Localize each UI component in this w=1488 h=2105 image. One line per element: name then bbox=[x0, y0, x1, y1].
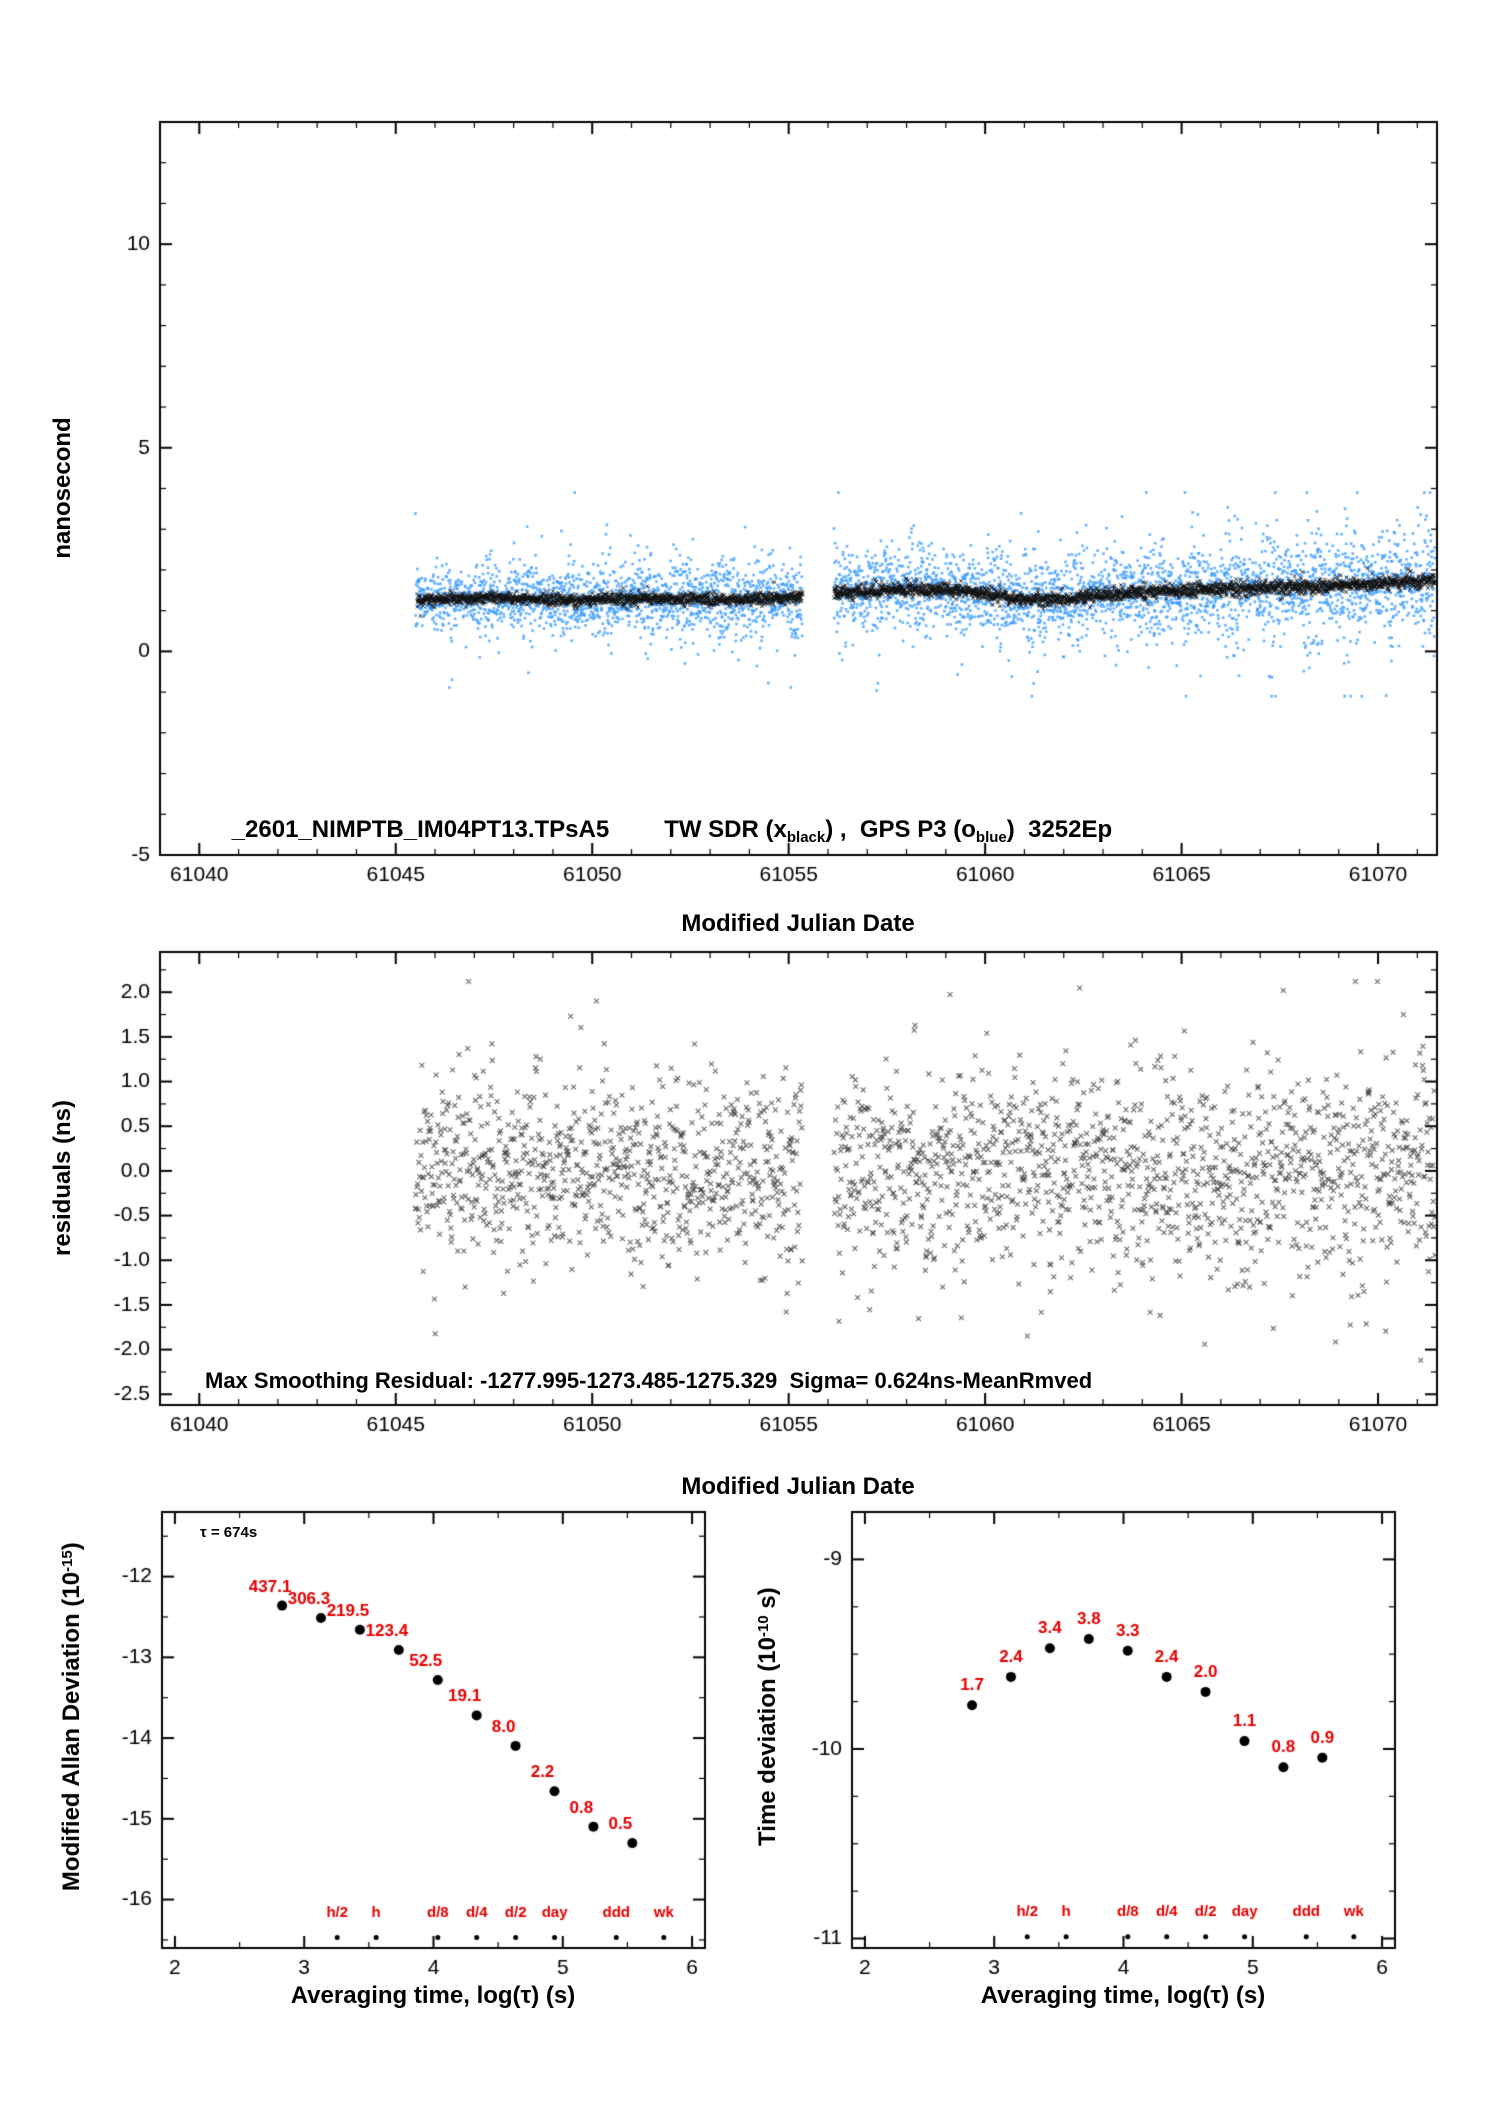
tdev-x-axis-label: Averaging time, log(τ) (s) bbox=[980, 1982, 1266, 2009]
middle-x-axis-label: Modified Julian Date bbox=[681, 1473, 915, 1500]
mdev-y-axis-label: Modified Allan Deviation (10-15) bbox=[30, 1542, 114, 1918]
epoch-count-text: ) 3252Ep bbox=[1006, 816, 1113, 843]
middle-y-axis-label: residuals (ns) bbox=[49, 1099, 76, 1257]
tdev-y-label-exponent: -10 bbox=[755, 1615, 772, 1638]
top-y-axis-label: nanosecond bbox=[49, 417, 76, 559]
mdev-y-label-text: Modified Allan Deviation (10 bbox=[58, 1571, 85, 1892]
gps-legend-subscript: blue bbox=[975, 829, 1007, 846]
residual-annotation: Max Smoothing Residual: -1277.995-1273.4… bbox=[205, 1368, 1093, 1393]
top-x-axis-label: Modified Julian Date bbox=[681, 910, 915, 937]
top-panel-title: _2601_NIMPTB_IM04PT13.TPsA5 TW SDR (xblac… bbox=[205, 788, 1112, 874]
dataset-id: _2601_NIMPTB_IM04PT13.TPsA5 bbox=[231, 816, 610, 843]
legend-separator-text: ) , GPS P3 (o bbox=[825, 816, 976, 843]
mdev-x-axis-label: Averaging time, log(τ) (s) bbox=[290, 1982, 576, 2009]
tw-legend-text: TW SDR (x bbox=[664, 816, 787, 843]
tau-annotation: τ = 674s bbox=[200, 1524, 258, 1541]
mdev-y-label-exponent: -15 bbox=[59, 1550, 76, 1572]
tdev-y-axis-label: Time deviation (10-10 s) bbox=[726, 1587, 810, 1872]
mdev-y-label-close: ) bbox=[58, 1542, 85, 1551]
tdev-y-label-text: Time deviation (10 bbox=[754, 1637, 781, 1846]
tw-legend-subscript: black bbox=[786, 829, 826, 846]
tdev-y-label-close: s) bbox=[754, 1587, 781, 1616]
